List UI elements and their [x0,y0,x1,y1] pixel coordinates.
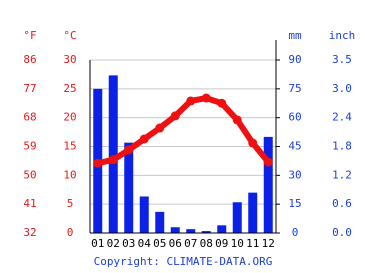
y-tick-label: 25 [63,82,76,95]
mm-unit: mm [288,29,302,42]
point [201,93,211,103]
bar [201,231,211,233]
x-tick-label: 07 [184,237,197,250]
x-tick-label: 03 [122,237,135,250]
inch-unit: inch [329,29,356,42]
inch-tick-label: 1.8 [332,140,352,153]
f-unit: °F [23,29,36,42]
inch-tick-label: 3.0 [332,82,352,95]
f-tick-label: 68 [23,111,36,124]
y-tick-label: 10 [63,168,76,181]
inch-tick-label: 1.2 [332,168,352,181]
x-tick-label: 10 [231,237,244,250]
bar [155,211,165,233]
x-tick-label: 04 [138,237,152,250]
y2-tick-label: 15 [288,197,301,210]
y2-tick-label: 30 [288,168,301,181]
bar [248,192,258,233]
bar [124,142,134,233]
x-tick-label: 08 [200,237,213,250]
inch-tick-label: 0.0 [332,226,352,239]
point [217,98,227,108]
point [170,111,180,121]
c-unit: °C [63,29,76,42]
x-tick-label: 01 [91,237,104,250]
f-tick-label: 59 [23,140,36,153]
f-tick-label: 77 [23,82,36,95]
inch-tick-label: 0.6 [332,197,352,210]
inch-tick-label: 3.5 [332,53,352,66]
y-tick-label: 0 [67,226,74,239]
f-tick-label: 50 [23,168,36,181]
f-tick-label: 86 [23,53,36,66]
point [186,96,196,106]
y-tick-label: 5 [67,197,74,210]
inch-tick-label: 2.4 [332,111,352,124]
x-tick-label: 11 [246,237,259,250]
y2-tick-label: 45 [288,140,301,153]
bar [108,75,118,233]
bar [217,225,227,233]
temperature-line [94,95,272,167]
bar [263,136,273,233]
x-tick-label: 05 [153,237,166,250]
point [248,138,258,148]
point [139,134,149,144]
bar [139,196,149,233]
x-tick-label: 09 [215,237,228,250]
y2-tick-label: 60 [288,111,301,124]
copyright: Copyright: CLIMATE-DATA.ORG [94,255,273,268]
y2-tick-label: 0 [292,226,299,239]
point [232,115,242,125]
y2-tick-label: 90 [288,53,301,66]
y2-tick-label: 75 [288,82,301,95]
x-tick-label: 12 [262,237,275,250]
y-tick-label: 15 [63,140,76,153]
x-tick-label: 06 [169,237,182,250]
bar [232,202,242,233]
point [124,145,134,155]
y-tick-label: 30 [63,53,76,66]
y-tick-label: 20 [63,111,76,124]
f-tick-label: 41 [23,197,36,210]
f-tick-label: 32 [23,226,36,239]
bar [186,229,196,233]
point [155,123,165,133]
point [108,155,118,165]
point [93,158,103,168]
bar [170,227,180,233]
point [263,157,273,167]
x-tick-label: 02 [107,237,120,250]
